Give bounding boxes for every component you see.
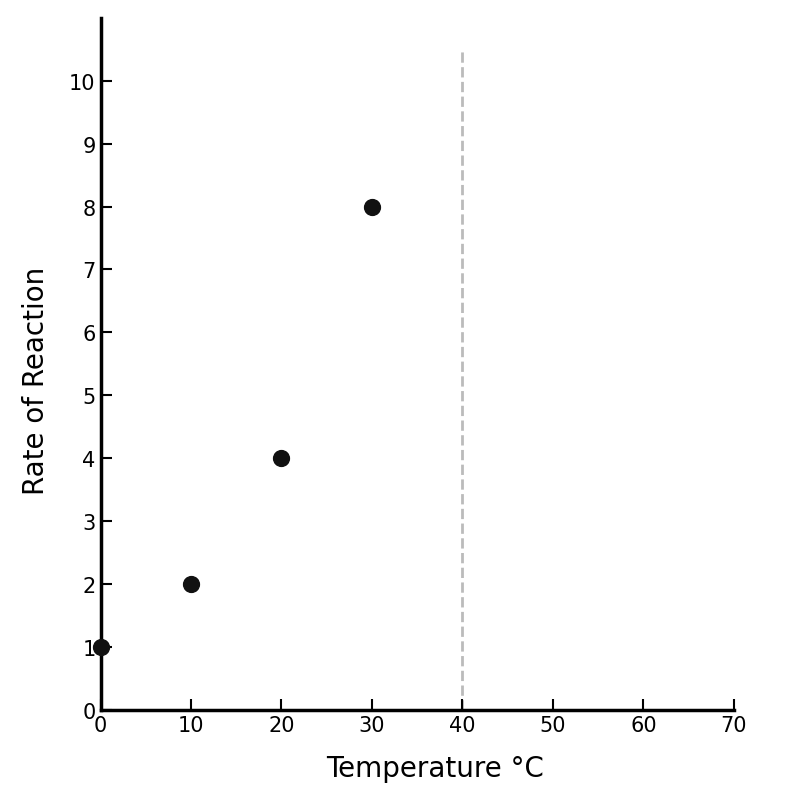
Point: [275, 452, 288, 465]
Point: [185, 578, 198, 591]
Y-axis label: Rate of Reaction: Rate of Reaction: [22, 266, 50, 494]
Point: [94, 641, 107, 654]
Point: [366, 201, 378, 214]
X-axis label: Temperature °C: Temperature °C: [326, 754, 544, 782]
